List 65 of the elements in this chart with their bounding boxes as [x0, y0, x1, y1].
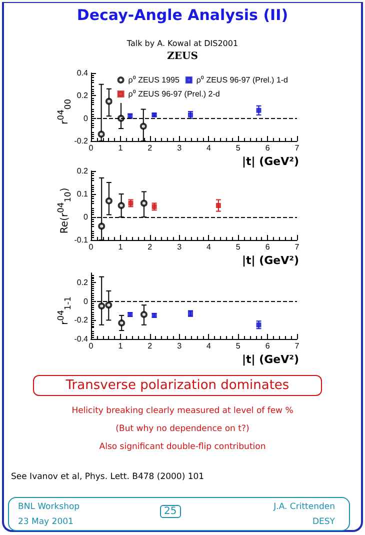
x-tick-label: 6 — [265, 144, 270, 152]
point — [105, 98, 112, 105]
x-tick-label: 2 — [148, 242, 153, 252]
text: 23 May 2001 — [18, 517, 74, 527]
point — [256, 108, 262, 113]
x-tick-label: 5 — [236, 342, 241, 350]
point — [140, 310, 148, 318]
text: 25 — [160, 505, 181, 518]
point — [140, 122, 147, 130]
text: BNL Workshop — [18, 502, 80, 512]
legend-label: ρ⁰ ZEUS 1995 — [128, 76, 180, 84]
x-tick-label: 3 — [177, 242, 182, 252]
y-tick-label: 0.2 — [76, 166, 89, 176]
x-tick-label: 2 — [148, 342, 153, 350]
x-tick-label: 2 — [148, 144, 153, 152]
point — [98, 222, 106, 230]
x-tick-label: 3 — [177, 342, 182, 350]
x-tick-label: 1 — [118, 342, 124, 350]
point — [118, 202, 125, 209]
point — [98, 302, 106, 310]
y-tick-label: 0 — [84, 296, 89, 306]
point — [140, 200, 148, 207]
x-tick-label: 1 — [118, 242, 124, 252]
x-tick-label: 3 — [177, 144, 182, 152]
point — [98, 130, 105, 138]
x-tick-label: 1 — [118, 144, 124, 152]
y-tick-label: 0.4 — [76, 68, 89, 78]
y-tick-label: 0.2 — [76, 278, 89, 287]
y-tick-label: -0.2 — [74, 316, 89, 325]
text: Also significant double-flip contribution — [98, 442, 267, 452]
x-tick-label: 6 — [265, 242, 270, 252]
x-tick-label: 6 — [265, 342, 270, 350]
legend-label: ρ⁰ ZEUS 96-97 (Prel.) 1-d — [196, 76, 288, 84]
x-tick-label: 7 — [294, 342, 300, 350]
legend-label: ρ⁰ ZEUS 96-97 (Prel.) 2-d — [128, 90, 220, 98]
chart-title: Decay-Angle Analysis (II) — [76, 6, 290, 24]
point — [216, 203, 221, 208]
y-tick-label: -0.4 — [74, 334, 89, 344]
x-tick-label: 7 — [294, 242, 300, 252]
y-tick-label: 0.2 — [76, 91, 89, 100]
x-axis-title: |t| (GeV²) — [242, 254, 299, 267]
point — [105, 302, 112, 309]
x-tick-label: 4 — [206, 144, 212, 152]
point — [118, 319, 126, 326]
y-tick-label: 0.1 — [76, 190, 89, 198]
x-tick-label: 5 — [236, 144, 241, 152]
x-tick-label: 7 — [294, 144, 300, 152]
x-tick-label: 4 — [206, 342, 212, 350]
x-tick-label: 4 — [206, 242, 212, 252]
y-tick-label: 0 — [84, 114, 89, 123]
text: See Ivanov et al, Phys. Lett. B478 (2000) 101 — [11, 472, 204, 482]
y-tick-label: -0.1 — [74, 236, 89, 244]
text: Helicity breaking clearly measured at level of few % — [70, 406, 294, 416]
text: DESY — [312, 517, 335, 527]
x-axis-title: |t| (GeV²) — [242, 353, 299, 366]
x-tick-label: 5 — [236, 242, 241, 252]
text: ZEUS — [166, 51, 199, 62]
text: Transverse polarization dominates — [33, 375, 322, 396]
y-tick-label: -0.2 — [74, 136, 89, 146]
x-axis-title: |t| (GeV²) — [242, 155, 299, 168]
text: J.A. Crittenden — [274, 502, 335, 512]
chart-subtitle: Talk by A. Kowal at DIS2001 — [126, 39, 240, 48]
y-tick-label: 0 — [84, 212, 89, 222]
text: (But why no dependence on t?) — [114, 424, 250, 434]
point — [105, 197, 112, 204]
